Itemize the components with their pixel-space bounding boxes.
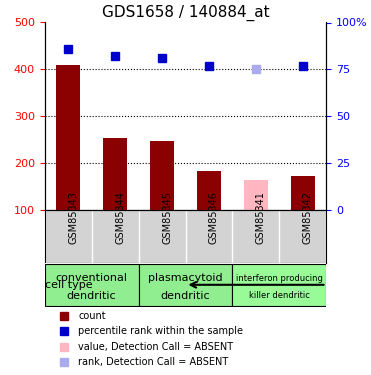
Text: GSM85343: GSM85343 xyxy=(68,192,78,244)
Bar xyxy=(244,180,268,210)
Text: rank, Detection Call = ABSENT: rank, Detection Call = ABSENT xyxy=(78,357,229,367)
Text: GSM85345: GSM85345 xyxy=(162,192,172,244)
Text: conventional: conventional xyxy=(56,273,128,283)
Text: interferon producing: interferon producing xyxy=(236,274,323,283)
Text: dendritic: dendritic xyxy=(67,291,116,301)
Text: GSM85346: GSM85346 xyxy=(209,192,219,244)
Text: value, Detection Call = ABSENT: value, Detection Call = ABSENT xyxy=(78,342,233,352)
Title: GDS1658 / 140884_at: GDS1658 / 140884_at xyxy=(102,5,269,21)
FancyBboxPatch shape xyxy=(233,264,326,306)
FancyBboxPatch shape xyxy=(45,264,138,306)
Text: GSM85341: GSM85341 xyxy=(256,192,266,244)
Text: count: count xyxy=(78,312,106,321)
Text: GSM85342: GSM85342 xyxy=(303,192,313,244)
Text: plasmacytoid: plasmacytoid xyxy=(148,273,223,283)
Bar xyxy=(103,138,127,210)
Text: cell type: cell type xyxy=(46,280,93,290)
Bar xyxy=(56,65,80,210)
Text: killer dendritic: killer dendritic xyxy=(249,291,310,300)
Bar xyxy=(197,171,221,210)
Text: percentile rank within the sample: percentile rank within the sample xyxy=(78,326,243,336)
Text: dendritic: dendritic xyxy=(161,291,210,301)
Bar xyxy=(150,141,174,210)
FancyBboxPatch shape xyxy=(138,264,233,306)
Text: GSM85344: GSM85344 xyxy=(115,192,125,244)
Bar xyxy=(291,176,315,210)
